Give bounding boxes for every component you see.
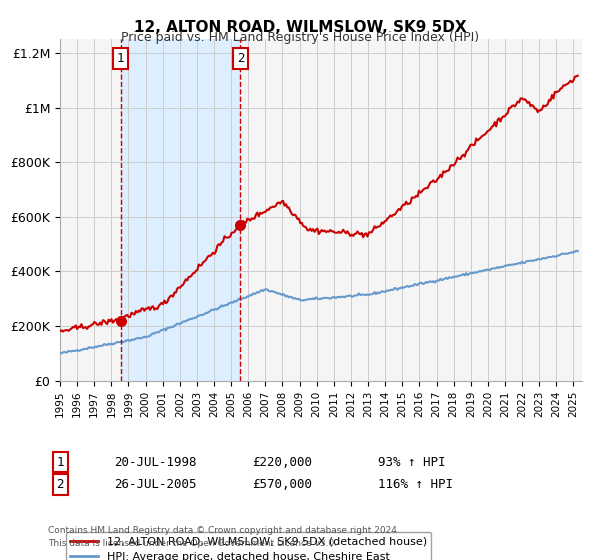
Text: 26-JUL-2005: 26-JUL-2005 [114, 478, 197, 491]
Text: 2: 2 [236, 52, 244, 65]
Text: 1: 1 [56, 455, 64, 469]
Text: 2: 2 [56, 478, 64, 491]
Text: 12, ALTON ROAD, WILMSLOW, SK9 5DX: 12, ALTON ROAD, WILMSLOW, SK9 5DX [134, 20, 466, 35]
Text: £220,000: £220,000 [252, 455, 312, 469]
Text: Contains HM Land Registry data © Crown copyright and database right 2024.
This d: Contains HM Land Registry data © Crown c… [48, 526, 400, 548]
Text: £570,000: £570,000 [252, 478, 312, 491]
Text: 116% ↑ HPI: 116% ↑ HPI [378, 478, 453, 491]
Legend: 12, ALTON ROAD, WILMSLOW, SK9 5DX (detached house), HPI: Average price, detached: 12, ALTON ROAD, WILMSLOW, SK9 5DX (detac… [65, 532, 431, 560]
Text: 20-JUL-1998: 20-JUL-1998 [114, 455, 197, 469]
Bar [121, 39, 241, 381]
Text: 1: 1 [117, 52, 124, 65]
Text: 93% ↑ HPI: 93% ↑ HPI [378, 455, 445, 469]
Text: Price paid vs. HM Land Registry's House Price Index (HPI): Price paid vs. HM Land Registry's House … [121, 31, 479, 44]
